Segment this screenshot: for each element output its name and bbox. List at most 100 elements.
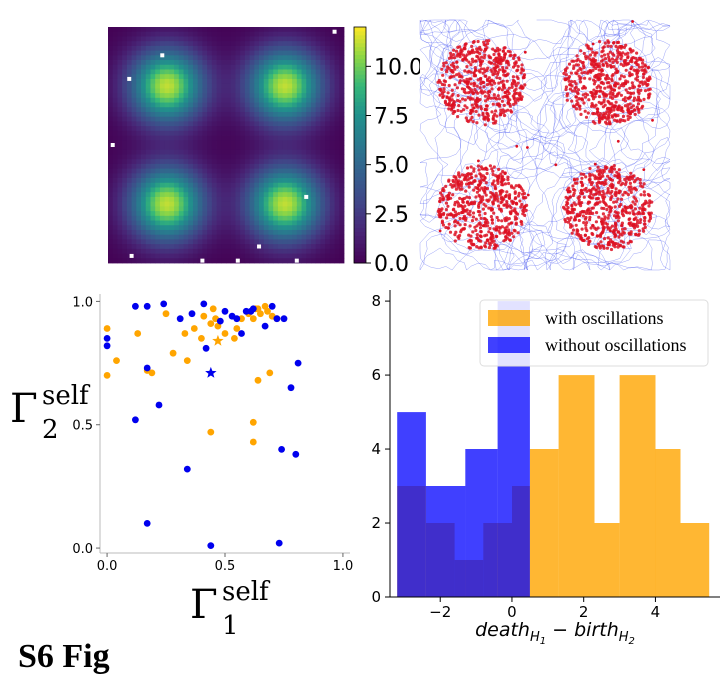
spike-point bbox=[460, 210, 464, 215]
spike-point bbox=[621, 181, 625, 186]
heatmap-cell bbox=[188, 220, 194, 226]
colorbar-segment bbox=[354, 97, 366, 103]
heatmap-cell bbox=[306, 83, 312, 89]
heatmap-cell bbox=[240, 182, 246, 188]
heatmap-cell bbox=[108, 102, 114, 108]
heatmap-cell bbox=[315, 74, 321, 80]
spike-point bbox=[479, 234, 483, 238]
heatmap-cell bbox=[174, 187, 180, 193]
spike-point bbox=[639, 88, 643, 92]
colorbar-segment bbox=[354, 215, 366, 221]
heatmap-cell bbox=[155, 60, 161, 66]
heatmap-cell bbox=[334, 149, 340, 155]
heatmap-cell bbox=[292, 41, 298, 47]
heatmap-cell bbox=[273, 145, 279, 151]
spike-point bbox=[603, 57, 608, 61]
heatmap-cell bbox=[268, 36, 274, 42]
heatmap-cell bbox=[334, 145, 340, 151]
spike-point bbox=[514, 101, 518, 105]
spike-point bbox=[594, 192, 599, 196]
heatmap-cell bbox=[145, 60, 151, 66]
heatmap-cell bbox=[254, 45, 260, 51]
heatmap-cell bbox=[268, 229, 274, 236]
spike-point bbox=[582, 101, 586, 105]
spike-point bbox=[442, 61, 446, 65]
heatmap-cell bbox=[197, 258, 203, 264]
heatmap-cell bbox=[122, 93, 128, 99]
spike-point bbox=[593, 95, 597, 99]
spike-point bbox=[489, 56, 493, 60]
heatmap-cell bbox=[183, 135, 189, 141]
heatmap-cell bbox=[131, 111, 137, 118]
heatmap-cell bbox=[211, 50, 217, 56]
heatmap-cell bbox=[282, 145, 288, 151]
heatmap-cell bbox=[292, 121, 298, 127]
heatmap-cell bbox=[292, 225, 298, 231]
heatmap-cell bbox=[254, 187, 260, 193]
spike-point bbox=[606, 216, 610, 220]
heatmap-cell bbox=[174, 145, 180, 151]
spike-point bbox=[457, 74, 462, 79]
heatmap-cell bbox=[310, 239, 317, 245]
heatmap-cell bbox=[197, 126, 203, 132]
spike-point bbox=[517, 194, 521, 198]
heatmap-cell bbox=[183, 145, 189, 151]
heatmap-cell bbox=[155, 244, 161, 250]
heatmap-cell bbox=[136, 163, 142, 169]
heatmap-cell bbox=[329, 234, 335, 240]
heatmap-cell bbox=[211, 248, 217, 254]
heatmap-cell bbox=[334, 206, 340, 212]
heatmap-cell bbox=[282, 74, 288, 80]
spike-point bbox=[506, 49, 510, 53]
heatmap-cell bbox=[339, 211, 345, 217]
heatmap-cell bbox=[108, 83, 114, 89]
spike-point bbox=[591, 92, 595, 96]
heatmap-cell bbox=[122, 173, 128, 179]
heatmap-cell bbox=[315, 244, 321, 250]
heatmap-cell bbox=[202, 220, 208, 226]
star-marker bbox=[212, 334, 224, 346]
heatmap-cell bbox=[315, 50, 321, 56]
heatmap-cell bbox=[292, 182, 298, 188]
spike-point bbox=[600, 54, 604, 58]
heatmap-cell bbox=[164, 211, 170, 217]
heatmap-cell bbox=[339, 154, 345, 160]
spike-point bbox=[570, 80, 574, 84]
heatmap-cell bbox=[249, 239, 255, 245]
heatmap-cell bbox=[183, 229, 189, 236]
spike-point bbox=[494, 60, 498, 64]
spike-point bbox=[501, 49, 505, 53]
heatmap-cell bbox=[155, 149, 161, 155]
spike-point bbox=[595, 201, 599, 205]
heatmap-cell bbox=[287, 74, 293, 80]
spike-point bbox=[642, 229, 646, 233]
heatmap-cell bbox=[249, 69, 255, 75]
heatmap-cell bbox=[131, 130, 137, 136]
heatmap-cell bbox=[244, 107, 250, 113]
heatmap-cell bbox=[263, 88, 269, 94]
spike-point bbox=[576, 88, 581, 92]
heatmap-cell bbox=[183, 149, 189, 155]
heatmap-cell bbox=[145, 69, 151, 75]
spike-point bbox=[616, 49, 620, 53]
heatmap-cell bbox=[178, 234, 184, 240]
heatmap-cell bbox=[221, 154, 227, 160]
colorbar-segment bbox=[354, 176, 366, 181]
heatmap-cell bbox=[174, 192, 180, 198]
heatmap-cell bbox=[334, 45, 340, 51]
heatmap-cell bbox=[240, 225, 246, 231]
spike-point bbox=[501, 66, 505, 70]
heatmap-cell bbox=[131, 253, 137, 259]
heatmap-cell bbox=[207, 220, 213, 226]
spike-point bbox=[629, 175, 633, 179]
heatmap-cell bbox=[126, 135, 132, 141]
heatmap-cell bbox=[174, 126, 180, 132]
heatmap-cell bbox=[268, 88, 274, 94]
heatmap-cell bbox=[235, 36, 241, 42]
heatmap-cell bbox=[277, 244, 284, 250]
heatmap-cell bbox=[117, 111, 123, 118]
spike-point bbox=[642, 193, 647, 197]
spike-point bbox=[616, 230, 620, 234]
heatmap-cell bbox=[169, 111, 175, 118]
heatmap-cell bbox=[150, 225, 156, 231]
